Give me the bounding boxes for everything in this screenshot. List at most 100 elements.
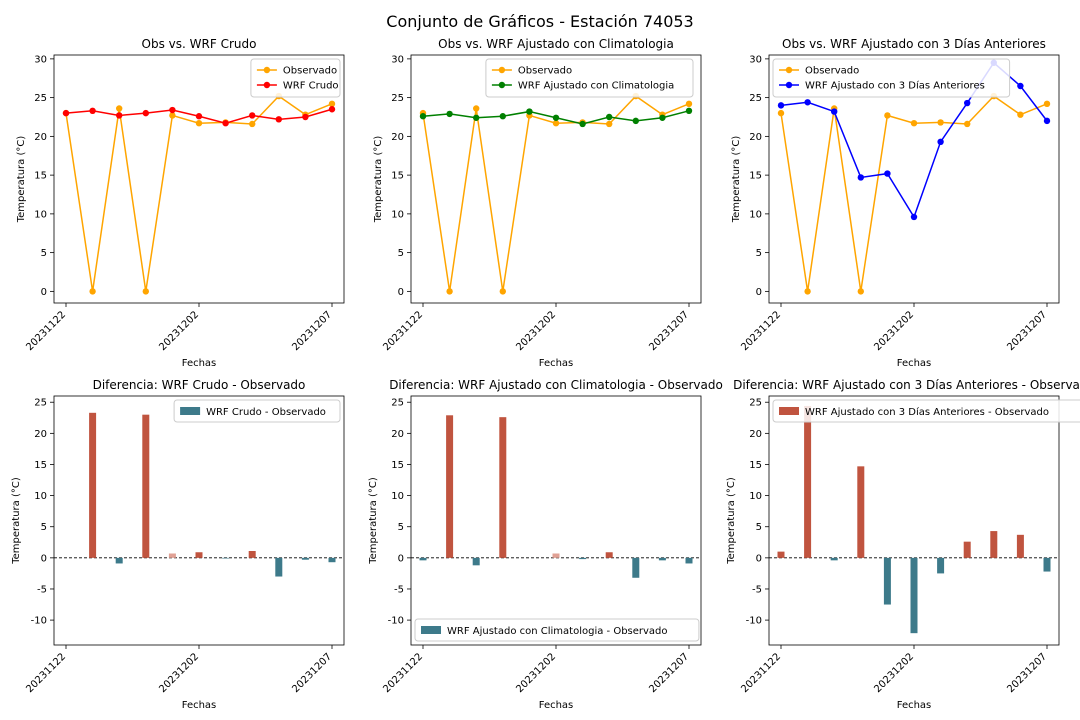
plot-area [769, 405, 1059, 634]
data-point [937, 119, 944, 126]
bar [990, 531, 998, 558]
subplot-4: Diferencia: WRF Crudo - Observado -10 -5 0 5… [11, 378, 345, 711]
x-tick-label: 20231122 [24, 309, 68, 353]
y-tick-label: -10 [31, 616, 47, 627]
x-axis-label: Fechas [539, 358, 574, 369]
x-tick-label: 20231202 [872, 651, 916, 695]
y-tick-label: 0 [398, 553, 404, 564]
data-point [222, 120, 229, 127]
y-tick-label: 25 [749, 398, 762, 409]
y-tick-label: 20 [34, 429, 47, 440]
y-tick-label: 0 [41, 553, 47, 564]
legend-swatch [779, 407, 799, 415]
data-point [606, 120, 613, 128]
data-point [116, 105, 123, 112]
bar [777, 551, 785, 558]
bar [328, 557, 336, 563]
bar [142, 414, 150, 558]
legend: Observado WRF Ajustado con Climatologia [485, 58, 694, 98]
legend-marker [785, 81, 793, 89]
data-point [659, 114, 666, 121]
data-point [89, 288, 96, 295]
subplot-3: Obs vs. WRF Ajustado con 3 Días Anterior… [731, 37, 1060, 369]
bar [1016, 534, 1024, 558]
bar [419, 557, 427, 561]
data-point [606, 113, 613, 121]
bar [89, 412, 97, 558]
y-tick-label: -5 [37, 584, 47, 595]
data-point [884, 112, 891, 119]
bar [830, 557, 838, 561]
bar [857, 466, 865, 558]
y-tick-label: 15 [749, 460, 762, 471]
bar [275, 557, 283, 577]
bar [446, 415, 454, 558]
subplot-6: Diferencia: WRF Ajustado con 3 Días Ante… [726, 378, 1080, 711]
x-axis-label: Fechas [539, 700, 574, 711]
data-point [964, 120, 971, 128]
x-tick-label: 20231207 [290, 651, 334, 695]
subplot-title: Obs vs. WRF Ajustado con 3 Días Anterior… [782, 37, 1046, 51]
y-tick-label: 20 [34, 132, 47, 143]
plot-area [411, 415, 701, 578]
data-point [685, 100, 693, 108]
y-tick-label: -10 [746, 616, 762, 627]
data-point [473, 105, 480, 112]
y-tick-label: 25 [34, 93, 47, 104]
x-tick-label: 20231122 [381, 651, 425, 695]
bar [499, 417, 507, 558]
legend-marker [498, 66, 506, 74]
bar [579, 557, 587, 560]
legend-label: WRF Ajustado con Climatologia - Observad… [447, 626, 668, 637]
y-axis-label: Temperatura (°C) [11, 477, 22, 565]
data-point [526, 108, 533, 115]
x-axis-label: Fechas [897, 358, 932, 369]
x-tick-label: 20231122 [739, 651, 783, 695]
legend-frame [485, 58, 694, 98]
bar [115, 557, 123, 564]
y-tick-label: -10 [388, 616, 404, 627]
legend-label: WRF Crudo - Observado [206, 407, 326, 418]
y-tick-label: 10 [34, 491, 47, 502]
legend-label: WRF Ajustado con Climatologia [518, 81, 674, 92]
data-point [1017, 82, 1024, 90]
data-point [884, 170, 891, 177]
data-point [473, 114, 480, 121]
x-tick-label: 20231122 [739, 309, 783, 353]
data-point [937, 138, 944, 145]
y-tick-label: 5 [756, 522, 762, 533]
data-point [328, 100, 336, 108]
data-point [552, 114, 560, 121]
legend-label: WRF Ajustado con 3 Días Anteriores - Obs… [805, 406, 1049, 418]
data-point [249, 112, 256, 119]
legend: Observado WRF Ajustado con 3 Días Anterio… [772, 58, 1011, 98]
subplot-title: Obs vs. WRF Ajustado con Climatologia [438, 37, 674, 51]
data-point [328, 106, 336, 113]
axes-frame [53, 395, 345, 646]
y-tick-label: 10 [749, 491, 762, 502]
legend-label: WRF Ajustado con 3 Días Anteriores [805, 80, 985, 92]
y-tick-label: 25 [391, 93, 404, 104]
data-point [116, 112, 123, 119]
x-tick-label: 20231207 [647, 309, 691, 353]
y-tick-label: 25 [749, 93, 762, 104]
bar [685, 557, 693, 564]
legend: WRF Ajustado con 3 Días Anteriores - Obs… [772, 399, 1080, 423]
y-axis-label: Temperatura (°C) [368, 477, 379, 565]
bar [552, 553, 560, 558]
legend-frame [772, 58, 1011, 98]
bar [658, 557, 666, 561]
bar [804, 405, 812, 558]
y-tick-label: 10 [391, 491, 404, 502]
y-tick-label: 0 [756, 287, 762, 298]
subplot-title: Diferencia: WRF Ajustado con 3 Días Ante… [733, 378, 1080, 392]
y-tick-label: 15 [34, 460, 47, 471]
bar [937, 557, 945, 574]
bar [248, 551, 256, 558]
x-axis-label: Fechas [182, 700, 217, 711]
y-tick-label: 15 [391, 460, 404, 471]
bar [910, 557, 918, 634]
data-point [804, 288, 811, 295]
y-tick-label: 10 [34, 209, 47, 220]
